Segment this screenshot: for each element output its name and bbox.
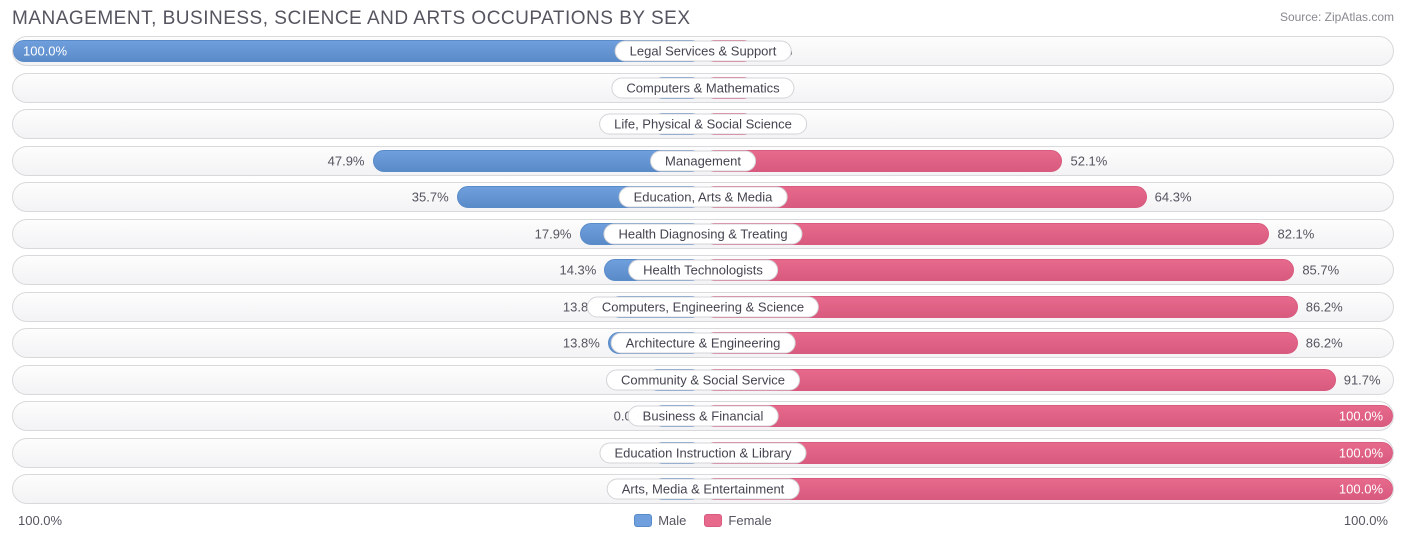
female-value: 85.7% xyxy=(1302,263,1339,278)
male-half: 14.3% xyxy=(13,256,703,284)
legend-male-label: Male xyxy=(658,513,686,528)
table-row: 0.0% 100.0% Business & Financial xyxy=(12,401,1394,431)
female-half: 100.0% xyxy=(703,402,1393,430)
chart-footer: 100.0% Male Female 100.0% xyxy=(12,511,1394,528)
male-half: 47.9% xyxy=(13,147,703,175)
row-label: Health Technologists xyxy=(628,260,778,281)
female-bar xyxy=(703,150,1062,172)
legend-female-label: Female xyxy=(728,513,771,528)
female-value: 64.3% xyxy=(1155,190,1192,205)
chart-header: MANAGEMENT, BUSINESS, SCIENCE AND ARTS O… xyxy=(12,8,1394,30)
male-half: 17.9% xyxy=(13,220,703,248)
legend-female: Female xyxy=(704,513,771,528)
female-value: 100.0% xyxy=(1339,409,1383,424)
axis-right-label: 100.0% xyxy=(1344,513,1388,528)
table-row: 8.3% 91.7% Community & Social Service xyxy=(12,365,1394,395)
male-value: 47.9% xyxy=(328,153,365,168)
row-label: Health Diagnosing & Treating xyxy=(603,223,802,244)
female-half: 0.0% xyxy=(703,74,1393,102)
source-name: ZipAtlas.com xyxy=(1325,10,1394,24)
row-label: Life, Physical & Social Science xyxy=(599,114,807,135)
table-row: 14.3% 85.7% Health Technologists xyxy=(12,255,1394,285)
male-half: 0.0% xyxy=(13,74,703,102)
table-row: 13.8% 86.2% Architecture & Engineering xyxy=(12,328,1394,358)
male-value: 14.3% xyxy=(559,263,596,278)
female-bar xyxy=(703,259,1294,281)
female-value: 91.7% xyxy=(1344,372,1381,387)
row-label: Computers, Engineering & Science xyxy=(587,296,819,317)
chart-container: MANAGEMENT, BUSINESS, SCIENCE AND ARTS O… xyxy=(0,0,1406,559)
table-row: 17.9% 82.1% Health Diagnosing & Treating xyxy=(12,219,1394,249)
male-value: 13.8% xyxy=(563,336,600,351)
legend-male-swatch xyxy=(634,514,652,527)
female-value: 100.0% xyxy=(1339,445,1383,460)
table-row: 0.0%100.0%Education Instruction & Librar… xyxy=(12,438,1394,468)
male-half: 0.0% xyxy=(13,402,703,430)
row-label: Architecture & Engineering xyxy=(611,333,796,354)
row-label: Legal Services & Support xyxy=(615,41,792,62)
row-label: Community & Social Service xyxy=(606,369,800,390)
male-value: 35.7% xyxy=(412,190,449,205)
table-row: 100.0% 0.0%Legal Services & Support xyxy=(12,36,1394,66)
bars-area: 100.0%0.0%Legal Services & Support0.0%0.… xyxy=(12,36,1394,504)
female-value: 82.1% xyxy=(1277,226,1314,241)
row-label: Education Instruction & Library xyxy=(599,442,806,463)
male-bar xyxy=(13,40,703,62)
male-half: 8.3% xyxy=(13,366,703,394)
male-half: 0.0% xyxy=(13,475,703,503)
row-label: Education, Arts & Media xyxy=(619,187,788,208)
female-half: 64.3% xyxy=(703,183,1393,211)
row-label: Management xyxy=(650,150,756,171)
female-bar xyxy=(703,442,1393,464)
female-value: 100.0% xyxy=(1339,482,1383,497)
female-half: 85.7% xyxy=(703,256,1393,284)
table-row: 47.9% 52.1% Management xyxy=(12,146,1394,176)
chart-source: Source: ZipAtlas.com xyxy=(1280,8,1394,24)
chart-title: MANAGEMENT, BUSINESS, SCIENCE AND ARTS O… xyxy=(12,8,691,30)
male-half: 13.8% xyxy=(13,329,703,357)
table-row: 35.7% 64.3% Education, Arts & Media xyxy=(12,182,1394,212)
male-half: 100.0% xyxy=(13,37,703,65)
female-value: 86.2% xyxy=(1306,299,1343,314)
row-label: Business & Financial xyxy=(628,406,779,427)
axis-left-label: 100.0% xyxy=(18,513,62,528)
female-half: 0.0% xyxy=(703,37,1393,65)
female-half: 52.1% xyxy=(703,147,1393,175)
table-row: 0.0%0.0%Life, Physical & Social Science xyxy=(12,109,1394,139)
table-row: 0.0% 100.0% Arts, Media & Entertainment xyxy=(12,474,1394,504)
legend: Male Female xyxy=(634,513,772,528)
male-half: 35.7% xyxy=(13,183,703,211)
female-half: 100.0% xyxy=(703,475,1393,503)
source-label: Source: xyxy=(1280,10,1321,24)
female-bar xyxy=(703,478,1393,500)
female-value: 52.1% xyxy=(1070,153,1107,168)
row-label: Arts, Media & Entertainment xyxy=(607,479,800,500)
female-half: 86.2% xyxy=(703,329,1393,357)
legend-female-swatch xyxy=(704,514,722,527)
female-value: 86.2% xyxy=(1306,336,1343,351)
row-label: Computers & Mathematics xyxy=(611,77,794,98)
legend-male: Male xyxy=(634,513,686,528)
table-row: 13.8%86.2%Computers, Engineering & Scien… xyxy=(12,292,1394,322)
female-bar xyxy=(703,405,1393,427)
female-half: 91.7% xyxy=(703,366,1393,394)
male-value: 17.9% xyxy=(535,226,572,241)
female-half: 100.0% xyxy=(703,439,1393,467)
table-row: 0.0%0.0%Computers & Mathematics xyxy=(12,73,1394,103)
female-half: 82.1% xyxy=(703,220,1393,248)
male-value: 100.0% xyxy=(23,44,67,59)
